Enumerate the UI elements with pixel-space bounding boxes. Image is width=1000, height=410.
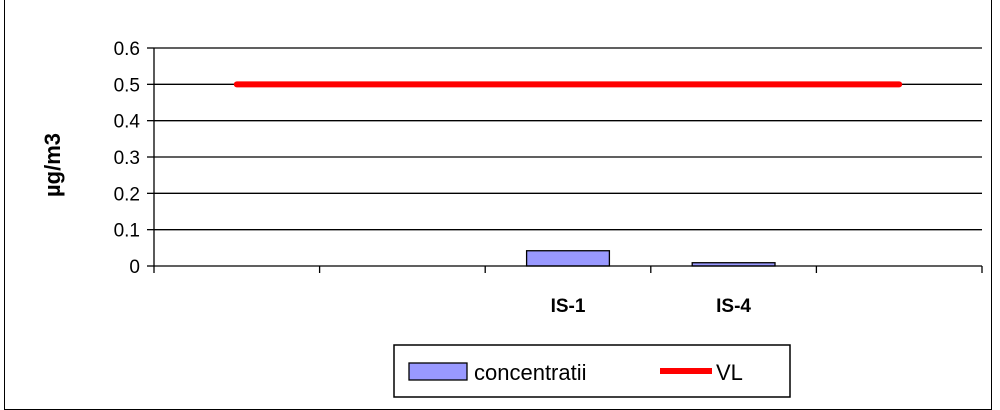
y-tick-label: 0.1 (114, 221, 140, 242)
y-tick-label: 0 (129, 257, 140, 278)
y-axis-label: µg/m3 (40, 133, 65, 197)
x-category-labels: IS-1 IS-4 (551, 296, 752, 317)
bar-series-concentratii (525, 250, 776, 267)
chart-frame (4, 0, 992, 410)
legend: concentratii VL (393, 344, 791, 398)
y-tick-label: 0.4 (114, 112, 141, 133)
legend-swatch-concentratii (408, 362, 468, 381)
x-category-label: IS-1 (551, 296, 586, 317)
bar-IS-1 (525, 250, 611, 267)
y-tick-label: 0.5 (114, 75, 140, 96)
y-tick-label: 0.6 (114, 39, 140, 60)
legend-label-concentratii: concentratii (474, 360, 587, 385)
x-category-label: IS-4 (716, 296, 751, 317)
gridlines (147, 47, 982, 267)
y-tick-labels: 0 0.1 0.2 0.3 0.4 0.5 0.6 (114, 39, 141, 278)
y-tick-label: 0.3 (114, 148, 140, 169)
axes (153, 48, 983, 273)
y-tick-label: 0.2 (114, 184, 140, 205)
legend-label-vl: VL (716, 360, 743, 385)
